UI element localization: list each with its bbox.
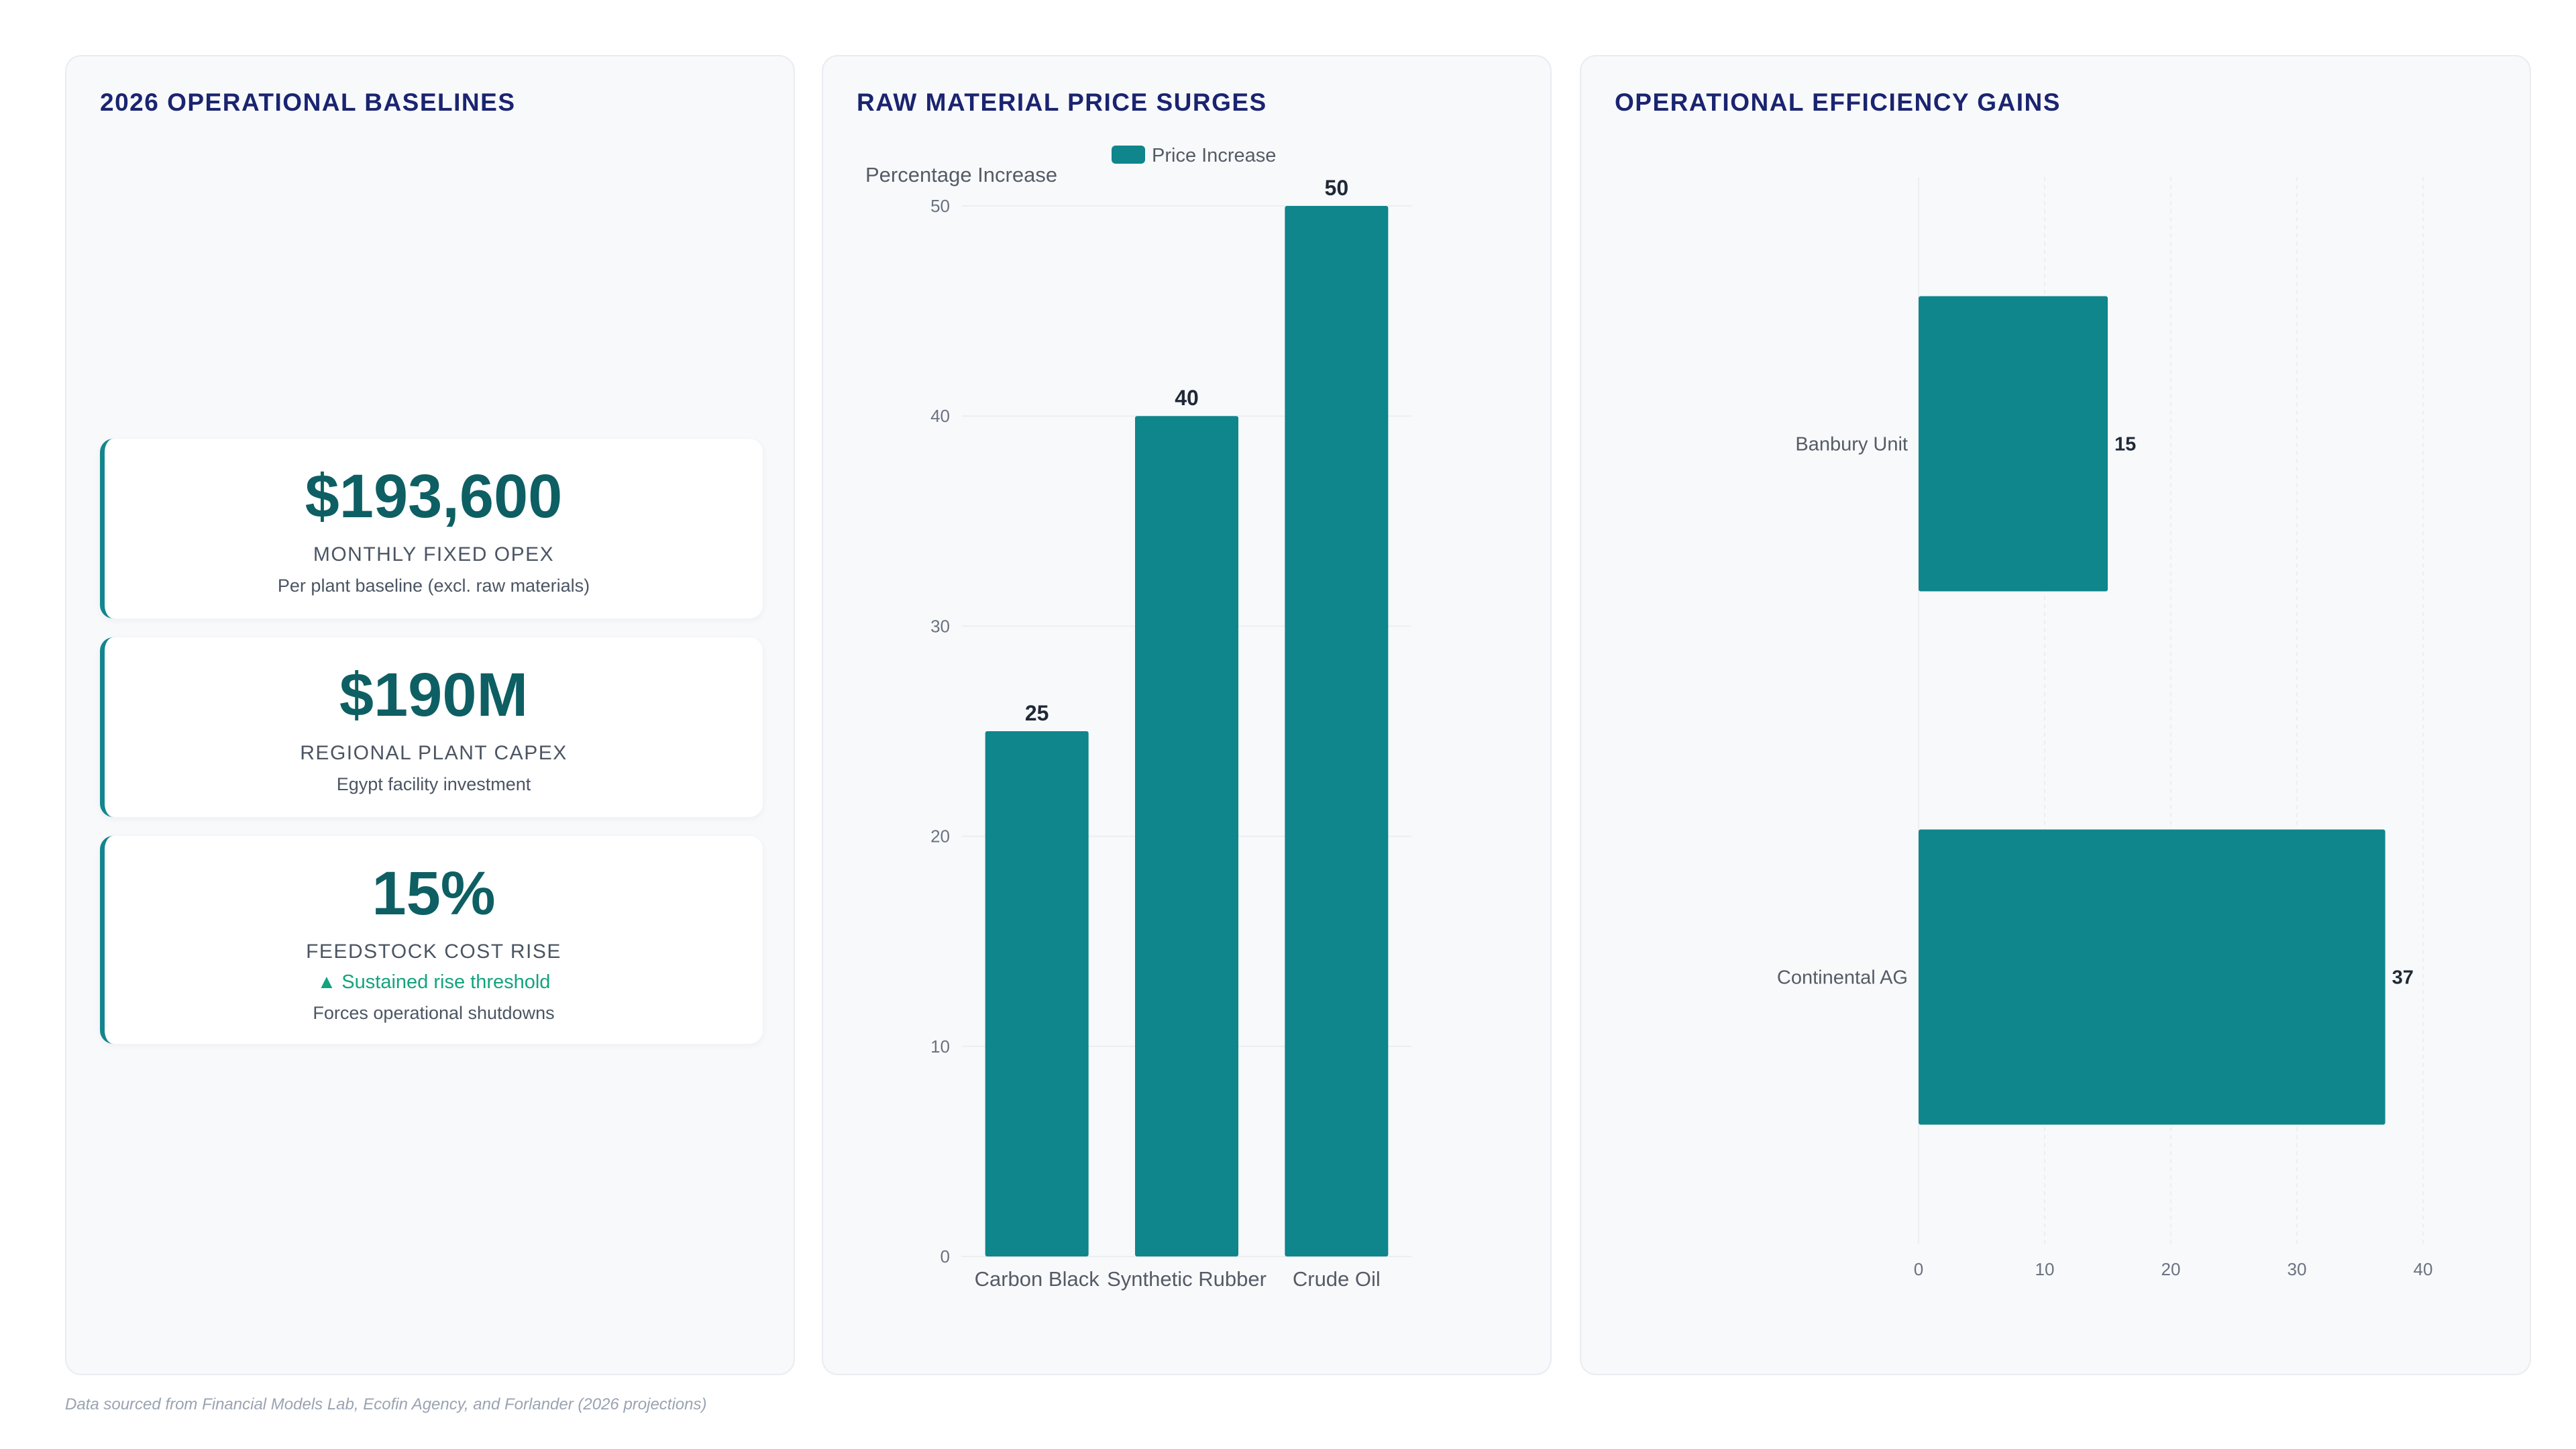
kpi-value-feedstock: 15%	[372, 859, 496, 928]
kpi-card-capex: $190M REGIONAL PLANT CAPEX Egypt facilit…	[100, 637, 763, 817]
legend-swatch	[1112, 146, 1145, 164]
kpi-value-capex: $190M	[339, 661, 529, 729]
baselines-title: 2026 OPERATIONAL BASELINES	[100, 89, 516, 116]
efficiency-chart: 0 10 20 30 40 15 Banbury Unit 37 Continental AG	[1777, 177, 2433, 1279]
x-tick-label: Crude Oil	[1293, 1267, 1381, 1291]
kpi-card-feedstock: 15% FEEDSTOCK COST RISE ▲ Sustained rise…	[100, 836, 763, 1044]
legend-label: Price Increase	[1152, 145, 1276, 166]
y-tick-label: 10	[930, 1036, 950, 1057]
kpi-trend-feedstock: ▲ Sustained rise threshold	[317, 971, 551, 993]
bar-value-label: 40	[1175, 386, 1199, 410]
x-tick-label: 20	[2161, 1259, 2181, 1279]
bar-value-label: 37	[2392, 967, 2414, 989]
bar	[1135, 416, 1238, 1257]
bar-value-label: 50	[1325, 176, 1349, 200]
kpi-label-feedstock: FEEDSTOCK COST RISE	[306, 941, 561, 963]
bar	[1919, 296, 2108, 592]
x-tick-label: 40	[2414, 1259, 2433, 1279]
kpi-value-opex: $193,600	[305, 462, 563, 531]
baselines-panel: 2026 OPERATIONAL BASELINES $193,600 MONT…	[65, 55, 795, 1375]
price-surges-panel: RAW MATERIAL PRICE SURGES 0 10 20 30 40 50 Per…	[822, 55, 1552, 1375]
y-axis-title: Percentage Increase	[865, 163, 1057, 186]
kpi-card-opex: $193,600 MONTHLY FIXED OPEX Per plant ba…	[100, 439, 763, 619]
x-tick-label: Synthetic Rubber	[1107, 1267, 1267, 1291]
kpi-sub-opex: Per plant baseline (excl. raw materials)	[277, 576, 590, 596]
efficiency-panel: OPERATIONAL EFFICIENCY GAINS 0 10 20 30 40 15…	[1580, 55, 2531, 1375]
kpi-label-capex: REGIONAL PLANT CAPEX	[300, 742, 568, 764]
bar-value-label: 15	[2114, 434, 2136, 455]
y-tick-label: 30	[930, 616, 950, 636]
x-tick-label: 30	[2288, 1259, 2307, 1279]
source-footnote: Data sourced from Financial Models Lab, …	[65, 1395, 707, 1413]
y-tick-label: Continental AG	[1777, 967, 1908, 989]
x-tick-label: Carbon Black	[975, 1267, 1100, 1291]
bar	[1919, 829, 2385, 1125]
y-tick-label: 40	[930, 406, 950, 426]
y-tick-label: 0	[941, 1246, 950, 1267]
x-tick-label: 10	[2035, 1259, 2055, 1279]
efficiency-title: OPERATIONAL EFFICIENCY GAINS	[1615, 89, 2061, 116]
bar	[985, 731, 1089, 1256]
bar-value-label: 25	[1025, 701, 1049, 725]
y-tick-label: 50	[930, 196, 950, 216]
price-surges-chart: 0 10 20 30 40 50 Percentage Increase Price Incr…	[865, 145, 1411, 1291]
bar	[1285, 206, 1389, 1256]
kpi-sub-feedstock: Forces operational shutdowns	[313, 1003, 555, 1023]
kpi-sub-capex: Egypt facility investment	[336, 774, 531, 794]
kpi-label-opex: MONTHLY FIXED OPEX	[313, 543, 555, 566]
x-tick-label: 0	[1914, 1259, 1923, 1279]
y-tick-label: Banbury Unit	[1795, 434, 1908, 455]
price-surges-title: RAW MATERIAL PRICE SURGES	[857, 89, 1267, 116]
y-tick-label: 20	[930, 826, 950, 847]
